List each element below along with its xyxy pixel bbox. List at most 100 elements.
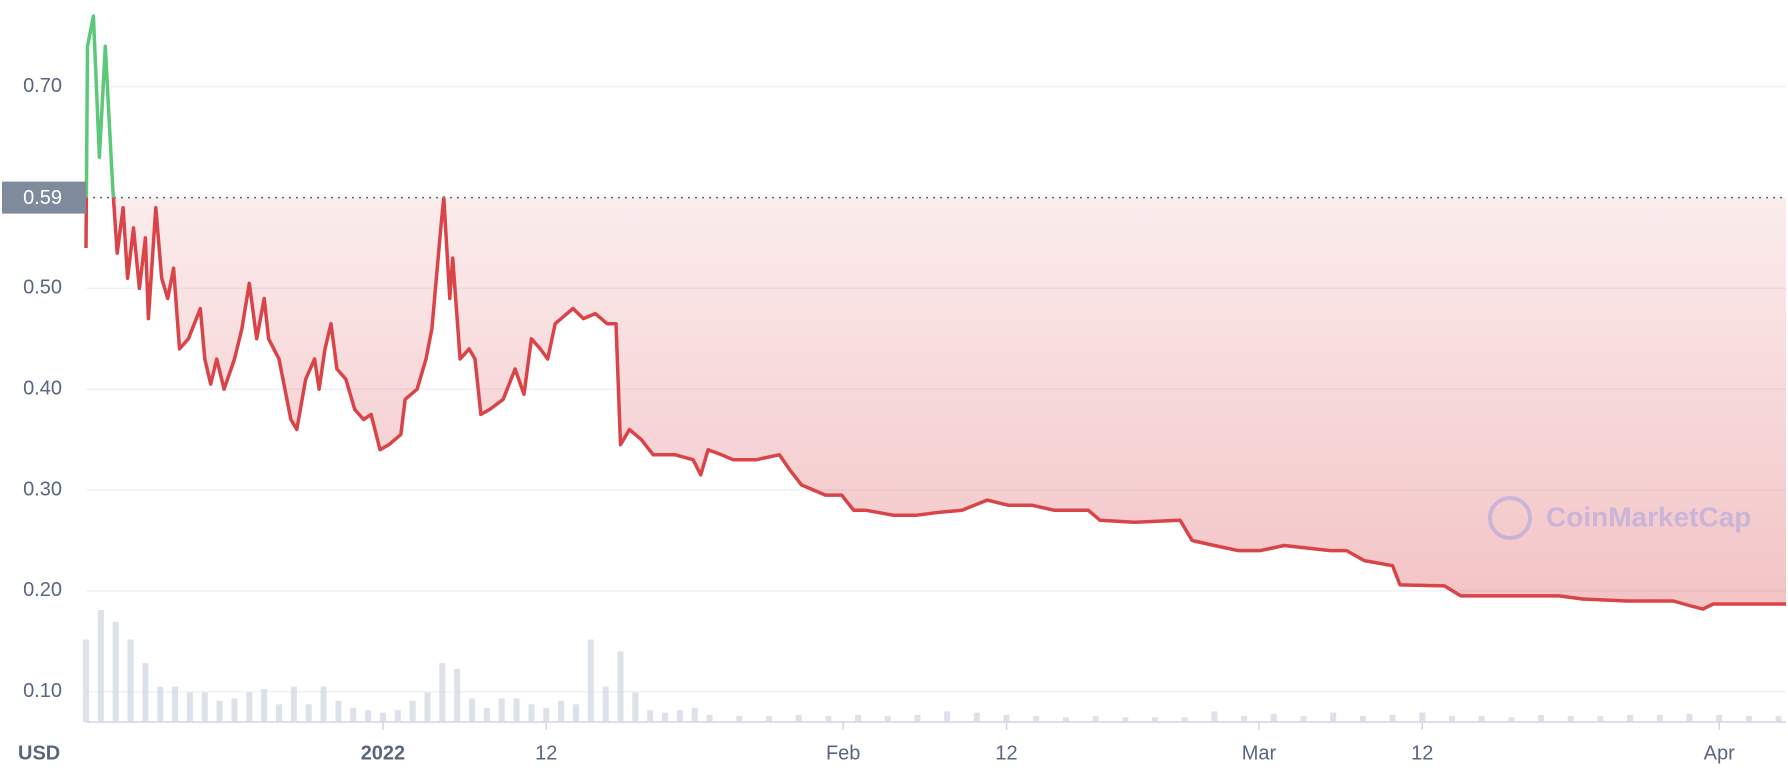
volume-bar	[1686, 713, 1693, 722]
volume-bar	[1092, 716, 1099, 722]
volume-bar	[1270, 713, 1277, 722]
volume-bar	[884, 716, 891, 722]
volume-bar	[676, 710, 683, 722]
y-tick-label: 0.40	[23, 377, 62, 399]
x-tick-label: 2022	[361, 742, 406, 764]
volume-bar	[1062, 717, 1069, 722]
y-tick-label: 0.30	[23, 478, 62, 500]
x-tick-label: Apr	[1704, 742, 1735, 764]
volume-bar	[335, 700, 342, 722]
volume-bar	[186, 692, 193, 722]
volume-bar	[1478, 716, 1485, 722]
volume-bar	[1567, 716, 1574, 722]
volume-bar	[1359, 716, 1366, 722]
volume-bar	[572, 704, 579, 722]
volume-bar	[1597, 716, 1604, 722]
volume-bar	[1419, 712, 1426, 722]
volume-bar	[558, 700, 565, 722]
volume-bar	[765, 716, 772, 722]
volume-bar	[83, 639, 89, 722]
volume-bar	[469, 698, 476, 722]
volume-bar	[290, 686, 297, 722]
volume-bar	[157, 686, 164, 722]
volume-bar	[662, 712, 669, 722]
volume-bar	[647, 710, 654, 722]
volume-bar	[350, 707, 357, 722]
price-line-down	[84, 197, 1786, 611]
volume-bar	[617, 651, 624, 722]
y-tick-label: 0.70	[23, 75, 62, 97]
x-tick-label: Feb	[826, 742, 860, 764]
volume-bar	[543, 707, 550, 722]
volume-bar	[231, 698, 238, 722]
volume-bar	[855, 714, 862, 722]
volume-bar	[691, 707, 698, 722]
watermark-text: CoinMarketCap	[1546, 501, 1751, 532]
volume-bar	[454, 668, 461, 722]
y-tick-label: 0.20	[23, 579, 62, 601]
volume-bar	[1151, 717, 1158, 722]
volume-bar	[914, 714, 921, 722]
volume-bar	[424, 692, 431, 722]
volume-bar	[1181, 717, 1188, 722]
volume-bar	[1508, 717, 1515, 722]
volume-bar	[216, 700, 223, 722]
volume-bar	[1211, 711, 1218, 722]
volume-bar	[201, 692, 208, 722]
x-tick-label: 12	[995, 742, 1017, 764]
volume-bar	[632, 692, 639, 722]
volume-bar	[1716, 714, 1723, 722]
volume-bar	[1389, 714, 1396, 722]
volume-bar	[394, 710, 401, 722]
volume-bar	[246, 692, 253, 722]
volume-bar	[736, 716, 743, 722]
volume-bar	[1033, 716, 1040, 722]
x-tick-label: Mar	[1242, 742, 1277, 764]
volume-bar	[379, 712, 386, 722]
volume-bar	[320, 686, 327, 722]
reference-label-box	[2, 181, 86, 214]
volume-bar	[825, 716, 832, 722]
volume-bar	[602, 686, 609, 722]
volume-bar	[1003, 714, 1010, 722]
volume-bar	[127, 639, 134, 722]
volume-bar	[97, 610, 104, 722]
volume-bar	[1745, 716, 1752, 722]
volume-bar	[112, 621, 119, 722]
volume-bar	[706, 714, 713, 722]
volume-bar	[1775, 716, 1782, 722]
volume-bar	[1448, 716, 1455, 722]
area-fill	[86, 197, 1786, 610]
volume-bar	[172, 686, 179, 722]
volume-bar	[305, 704, 312, 722]
volume-bar	[409, 700, 416, 722]
volume-bar	[1241, 716, 1248, 722]
volume-bar	[1627, 714, 1634, 722]
volume-bar	[1330, 712, 1337, 722]
volume-bar	[498, 698, 505, 722]
x-tick-label: 12	[535, 742, 557, 764]
volume-bar	[973, 712, 980, 722]
y-tick-label: 0.10	[23, 680, 62, 702]
volume-bar	[944, 711, 951, 722]
volume-bar	[1122, 717, 1129, 722]
volume-bar	[528, 704, 535, 722]
volume-bar	[795, 714, 802, 722]
volume-bar	[142, 663, 149, 722]
volume-bar	[276, 704, 283, 722]
axis-label: USD	[18, 742, 60, 764]
reference-label: 0.59	[23, 187, 62, 209]
volume-bar	[1656, 714, 1663, 722]
volume-bar	[1300, 716, 1307, 722]
volume-bar	[587, 639, 594, 722]
volume-bar	[261, 688, 268, 722]
volume-bar	[513, 698, 520, 722]
volume-bar	[1538, 714, 1545, 722]
y-tick-label: 0.50	[23, 277, 62, 299]
volume-bar	[365, 710, 372, 722]
x-tick-label: 12	[1411, 742, 1433, 764]
watermark: CoinMarketCap	[1488, 496, 1751, 540]
volume-bar	[439, 663, 446, 722]
volume-bar	[483, 707, 490, 722]
